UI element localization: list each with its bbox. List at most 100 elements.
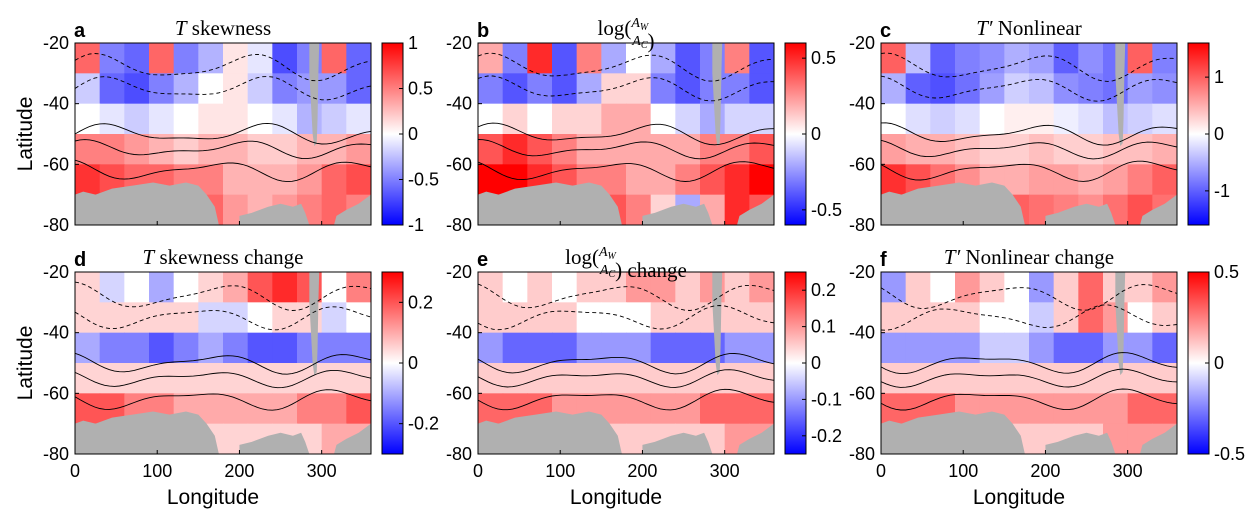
x-tick-label: 0 [473, 461, 483, 481]
x-tick-label: 100 [142, 461, 172, 481]
heatmap-cell [979, 363, 1005, 394]
land-antarctica-east [881, 182, 1025, 225]
heatmap-cell [675, 103, 701, 135]
heatmap-cell [881, 302, 907, 334]
heatmap-cell [99, 134, 125, 165]
heatmap-cell [321, 43, 347, 74]
heatmap-cell [749, 43, 774, 74]
heatmap-cell [601, 272, 627, 303]
heatmap-cell [321, 103, 347, 135]
heatmap-cell [724, 43, 750, 74]
axes-frame [74, 42, 372, 226]
contour-line [478, 388, 774, 411]
y-tick-label: -40 [849, 323, 875, 343]
heatmap-cell [881, 363, 907, 394]
y-tick-label: -60 [446, 383, 472, 403]
heatmap-cell [700, 393, 726, 425]
plot-area [75, 43, 371, 225]
heatmap-cell [173, 43, 199, 74]
title-denominator: A [599, 263, 609, 278]
contour-line [881, 160, 1177, 182]
heatmap-cell [223, 164, 249, 196]
heatmap-cell [1078, 103, 1104, 135]
heatmap-cell [1029, 302, 1055, 334]
y-tick-label: -60 [849, 154, 875, 174]
heatmap-cell [1004, 302, 1030, 334]
heatmap-cell [272, 302, 298, 334]
heatmap-cell [881, 272, 907, 303]
colorbar-tick-label: 0 [1214, 124, 1224, 144]
heatmap-cell [626, 134, 652, 165]
heatmap-cell [979, 332, 1005, 364]
panel-title: T skewness change [143, 245, 304, 269]
contour-line-dashed [881, 304, 1177, 331]
heatmap-cell [626, 272, 652, 303]
x-tick-label: 300 [1113, 461, 1143, 481]
heatmap-cell [650, 103, 676, 135]
y-tick-label: -20 [43, 262, 69, 282]
heatmap-cell [749, 164, 774, 196]
heatmap-cell [1127, 272, 1153, 303]
land-antarctica-weddell [334, 423, 371, 454]
colorbar-tick-label: -0.5 [1214, 444, 1245, 464]
colorbar-tick-label: 0.2 [408, 292, 433, 312]
land-antarctica-east [478, 182, 622, 225]
heatmap-cell [675, 332, 701, 364]
heatmap-cell [979, 43, 1005, 74]
y-tick-label: -80 [849, 215, 875, 235]
heatmap-cell [1127, 302, 1153, 334]
heatmap-cell [626, 363, 652, 394]
heatmap-cell [1103, 164, 1129, 196]
heatmap-cell [272, 393, 298, 425]
heatmap-cell [478, 164, 504, 196]
heatmap-cell [1127, 103, 1153, 135]
heatmap-cell [297, 103, 323, 135]
land-antarctica-west [239, 203, 310, 225]
heatmap-cell [675, 43, 701, 74]
heatmap-cell [552, 73, 578, 105]
colorbar-tick-label: 1 [1214, 67, 1224, 87]
heatmap-cell [297, 393, 323, 425]
heatmap-cell [527, 332, 553, 364]
heatmap-cell [576, 43, 602, 74]
contour-line [881, 139, 1177, 160]
heatmap-cell [124, 103, 150, 135]
heatmap-cell [552, 332, 578, 364]
heatmap-cell [675, 393, 701, 425]
heatmap-cell [724, 103, 750, 135]
heatmap-cell [930, 43, 956, 74]
heatmap-cell [223, 73, 249, 105]
contour-line [75, 389, 371, 411]
contour-line [881, 352, 1177, 375]
heatmap-cell [576, 73, 602, 105]
colorbar-tick-label: -1 [408, 215, 424, 235]
colorbar-tick-label: 0.1 [811, 317, 836, 337]
colorbar-tick-label: 0 [811, 353, 821, 373]
heatmap-cell [650, 73, 676, 105]
heatmap-cell [930, 73, 956, 105]
title-part: ) [647, 29, 654, 53]
heatmap-cell [749, 393, 774, 425]
heatmap-cell [1078, 363, 1104, 394]
heatmap-cell [881, 164, 907, 196]
axes-frame [477, 271, 775, 455]
heatmap-cell [626, 103, 652, 135]
heatmap-cell [173, 73, 199, 105]
y-tick-label: -40 [849, 94, 875, 114]
heatmap-cell [75, 164, 101, 196]
land-antarctica-west [642, 203, 713, 225]
heatmap-cell [724, 272, 750, 303]
heatmap-cell [1152, 164, 1177, 196]
heatmap-cell [1152, 73, 1177, 105]
heatmap-cell [905, 302, 931, 334]
contour-line [75, 369, 371, 389]
heatmap-cell [1029, 363, 1055, 394]
heatmap-cell [247, 43, 273, 74]
heatmap-cell [749, 134, 774, 165]
heatmap-cell [1152, 272, 1177, 303]
x-axis-label: Longitude [973, 486, 1065, 509]
title-part: Nonlinear change [960, 245, 1114, 269]
panel-letter: d [74, 249, 86, 271]
heatmap-cell [75, 134, 101, 165]
heatmap-cell [955, 103, 981, 135]
